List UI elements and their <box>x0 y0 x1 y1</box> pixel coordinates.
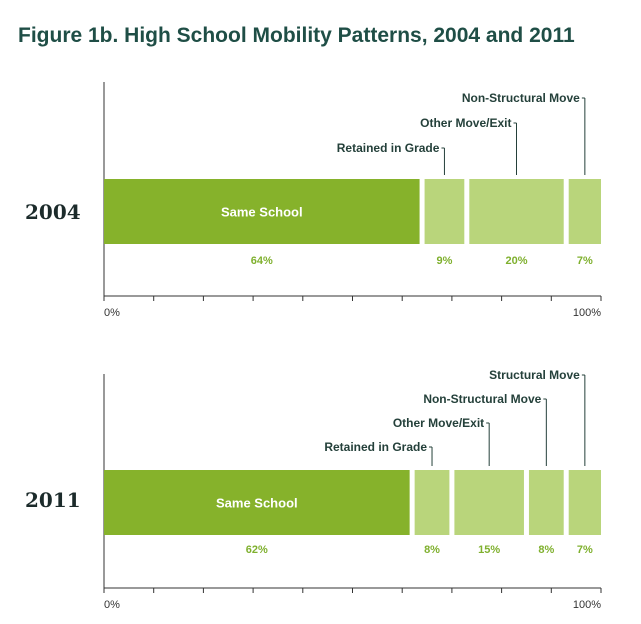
data-label-retained-in-grade: 8% <box>424 544 440 556</box>
x-tick-label-min: 0% <box>104 599 120 611</box>
year-label-2004: 2004 <box>25 200 81 224</box>
panel-2004: 0% 100% 2004 Same School 64% 9% Retained in Gr… <box>25 82 602 319</box>
data-label-non-structural-move: 8% <box>538 544 554 556</box>
callout-retained-in-grade: Retained in Grade <box>324 440 427 454</box>
segment-label-same-school: Same School <box>221 205 303 220</box>
x-tick-label-min: 0% <box>104 307 120 319</box>
data-label-structural-move: 7% <box>577 544 593 556</box>
data-label-retained-in-grade: 9% <box>436 255 452 267</box>
data-label-other-move-exit: 15% <box>478 544 500 556</box>
callout-structural-move: Structural Move <box>489 368 580 382</box>
callout-non-structural-move: Non-Structural Move <box>462 91 580 105</box>
callout-retained-in-grade: Retained in Grade <box>337 141 440 155</box>
x-tick-label-max: 100% <box>573 599 601 611</box>
bar-segment-same-school <box>104 470 410 535</box>
bar-segment-non-structural-move <box>528 470 564 535</box>
bar-segment-other-move-exit <box>454 470 524 535</box>
data-label-same-school: 62% <box>246 544 268 556</box>
data-label-non-structural-move: 7% <box>577 255 593 267</box>
bar-segment-retained-in-grade <box>414 470 450 535</box>
callout-other-move-exit: Other Move/Exit <box>420 116 511 130</box>
callout-other-move-exit: Other Move/Exit <box>393 416 484 430</box>
callout-non-structural-move: Non-Structural Move <box>423 392 541 406</box>
bar-segment-non-structural-move <box>568 179 601 244</box>
bar-segment-other-move-exit <box>469 179 564 244</box>
data-label-other-move-exit: 20% <box>505 255 527 267</box>
bar-segment-structural-move <box>568 470 601 535</box>
chart-panels: 0% 100% 2004 Same School 64% 9% Retained in Gr… <box>25 82 602 611</box>
bar-segment-retained-in-grade <box>424 179 465 244</box>
chart-title: Figure 1b. High School Mobility Patterns… <box>18 24 575 47</box>
bar-segment-same-school <box>104 179 420 244</box>
panel-2011: 0% 100% 2011 Same School 62% 8% Retained in Gr… <box>25 368 602 611</box>
x-tick-label-max: 100% <box>573 307 601 319</box>
segment-label-same-school: Same School <box>216 496 298 511</box>
year-label-2011: 2011 <box>25 488 81 512</box>
data-label-same-school: 64% <box>251 255 273 267</box>
